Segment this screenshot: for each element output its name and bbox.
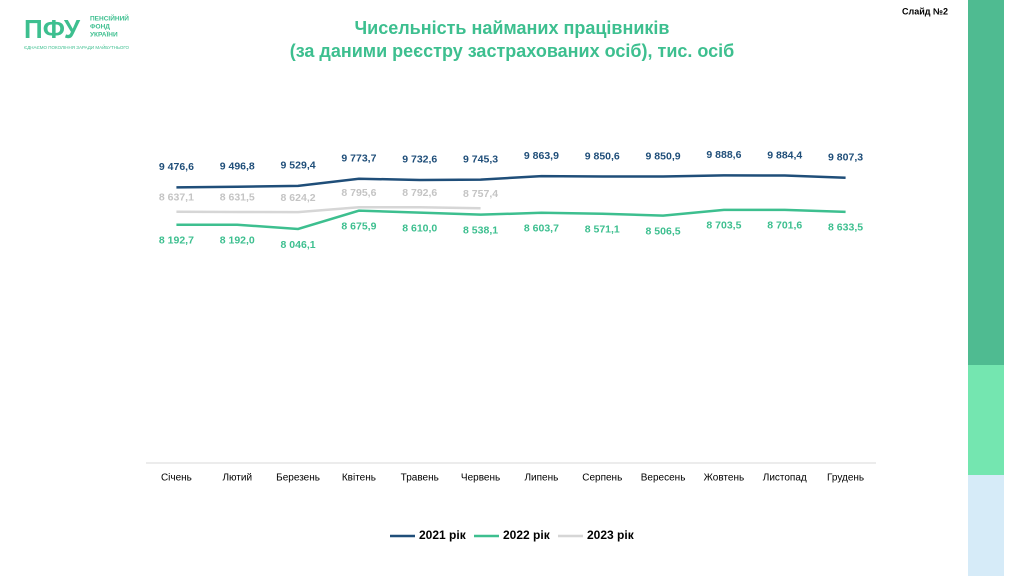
x-tick-label: Лютий [222,473,252,484]
data-label: 8 703,5 [706,220,741,232]
data-label: 9 732,6 [402,154,437,166]
slide-number: Слайд №2 [902,6,948,16]
data-label: 9 773,7 [341,153,376,165]
series-line [176,205,481,214]
series-line [176,174,846,189]
legend-label: 2022 рік [503,528,551,542]
data-label: 8 192,7 [159,235,194,247]
x-tick-label: Червень [461,473,500,484]
x-tick-label: Серпень [582,473,622,484]
data-label: 8 506,5 [646,225,681,237]
data-label: 8 633,5 [828,222,863,234]
logo-org: УКРАЇНИ [90,31,118,39]
side-stripe [968,365,1004,475]
chart-subtitle: (за даними реєстру застрахованих осіб), … [290,41,735,61]
data-label: 8 192,0 [220,235,255,247]
data-label: 8 603,7 [524,223,559,235]
x-tick-label: Вересень [641,473,686,484]
data-label: 9 496,8 [220,161,255,173]
data-label: 9 529,4 [281,160,316,172]
data-label: 8 757,4 [463,188,498,200]
data-label: 8 624,2 [281,192,316,204]
data-label: 8 701,6 [767,220,802,232]
data-label: 8 610,0 [402,222,437,234]
x-tick-label: Травень [401,473,439,484]
x-tick-label: Березень [276,473,320,484]
x-tick-label: Липень [524,473,558,484]
x-tick-label: Грудень [827,473,864,484]
data-label: 8 538,1 [463,224,498,236]
data-label: 8 795,6 [341,187,376,199]
data-label: 9 863,9 [524,150,559,162]
data-label: 9 745,3 [463,153,498,165]
data-label: 8 637,1 [159,192,194,204]
data-label: 8 571,1 [585,224,620,236]
x-tick-label: Січень [161,473,192,484]
data-label: 9 476,6 [159,161,194,173]
logo-tagline: ЄДНАЄМО ПОКОЛІННЯ ЗАРАДИ МАЙБУТНЬОГО [24,43,130,50]
data-label: 8 792,6 [402,187,437,199]
data-label: 9 850,6 [585,150,620,162]
data-label: 8 631,5 [220,192,255,204]
x-tick-label: Листопад [763,473,807,484]
x-tick-label: Жовтень [704,473,745,484]
legend-label: 2021 рік [419,528,467,542]
chart-title: Чисельність найманих працівників [354,18,669,38]
data-label: 8 675,9 [341,220,376,232]
x-tick-label: Квітень [342,473,376,484]
data-label: 9 884,4 [767,149,802,161]
side-stripe [968,475,1004,576]
data-label: 9 807,3 [828,152,863,164]
data-label: 9 850,9 [646,150,681,162]
side-stripe [968,0,1004,365]
logo-org: ФОНД [90,24,110,31]
series-line [176,208,846,231]
legend-label: 2023 рік [587,528,635,542]
data-label: 9 888,6 [706,149,741,161]
logo-org: ПЕНСІЙНИЙ [90,14,129,23]
logo: ПФУ [24,14,81,44]
data-label: 8 046,1 [281,239,316,251]
